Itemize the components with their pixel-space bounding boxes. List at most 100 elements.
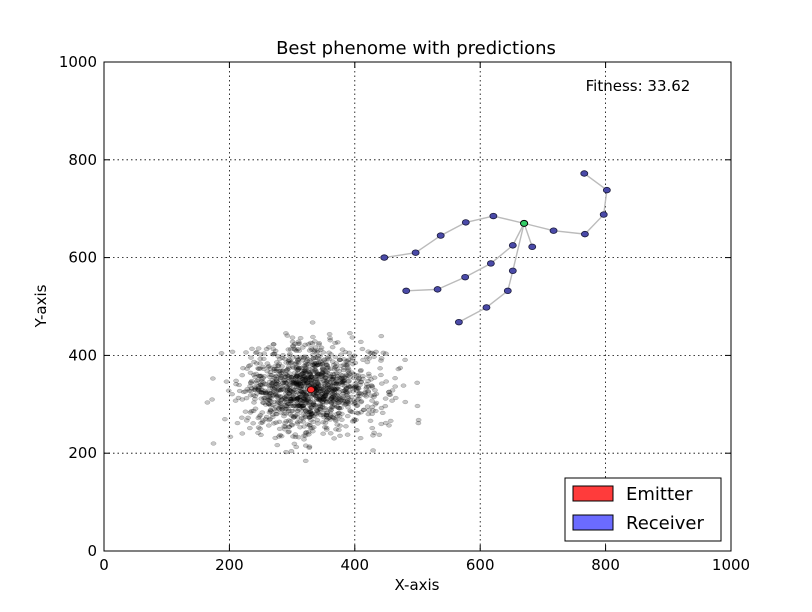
prediction-point [378,372,384,378]
prediction-point [284,387,291,393]
prediction-point [322,383,329,388]
prediction-point [352,381,359,386]
prediction-point [262,402,269,407]
prediction-point [322,369,329,374]
prediction-point [261,351,268,356]
prediction-point [309,411,316,416]
prediction-point [209,397,215,402]
prediction-point [292,361,299,366]
prediction-point [294,395,301,401]
prediction-point [284,401,291,407]
prediction-point [331,367,338,372]
prediction-point [308,405,315,411]
prediction-point [378,358,384,363]
receiver-link [493,215,525,225]
prediction-point [297,372,304,377]
prediction-point [362,390,368,395]
prediction-point [331,381,338,386]
x-tick-label: 600 [466,556,495,574]
prediction-point [345,365,351,370]
prediction-point [258,373,264,378]
receiver-link [465,215,494,224]
prediction-point [332,387,338,392]
prediction-point [306,377,312,382]
prediction-point [344,391,351,396]
prediction-point [348,383,354,389]
prediction-point [308,375,314,380]
prediction-point [290,403,296,409]
prediction-point [319,392,325,397]
prediction-point [336,357,343,363]
prediction-point [369,398,375,403]
prediction-point [304,378,311,383]
prediction-point [291,381,298,386]
prediction-point [281,379,288,384]
prediction-point [333,361,340,366]
prediction-point [256,373,263,378]
prediction-point [310,402,317,407]
prediction-point [290,374,297,379]
prediction-point [327,413,334,418]
prediction-point [281,427,288,432]
prediction-point [302,374,308,380]
prediction-point [344,432,351,437]
prediction-point [294,401,301,406]
prediction-point [247,384,253,389]
prediction-point [302,397,309,403]
prediction-point [312,393,318,399]
prediction-point [392,395,399,401]
prediction-point [290,378,297,383]
prediction-point [323,391,329,396]
prediction-point [284,386,291,392]
prediction-point [319,370,326,375]
legend-swatch-emitter [572,485,614,502]
prediction-point [288,374,295,380]
prediction-point [297,381,304,387]
prediction-point [271,399,277,404]
prediction-point [286,429,292,434]
prediction-point [266,397,273,402]
prediction-point [303,365,310,370]
prediction-point [297,389,304,394]
prediction-point [319,394,325,399]
prediction-point [305,398,311,403]
prediction-point [285,347,292,352]
prediction-point [288,422,295,427]
prediction-point [298,389,305,394]
prediction-point [292,432,299,437]
prediction-point [250,393,257,398]
receiver-point [599,211,608,218]
prediction-point [308,378,315,383]
prediction-point [345,373,351,378]
prediction-point [302,370,309,375]
prediction-point [320,420,326,425]
prediction-point [293,361,300,366]
prediction-point [268,390,275,395]
prediction-point [300,403,306,408]
prediction-point [286,378,292,384]
prediction-point [285,408,292,414]
prediction-point [335,393,342,399]
prediction-point [387,418,394,424]
receiver-point [380,254,389,261]
prediction-point [323,425,330,430]
chart-title: Best phenome with predictions [276,38,556,59]
prediction-point [313,369,319,375]
prediction-point [286,387,293,392]
prediction-point [288,397,295,402]
prediction-point [287,403,294,409]
receiver-point [581,230,589,238]
prediction-point [268,372,275,378]
prediction-point [371,394,377,400]
prediction-point [283,368,289,373]
prediction-point [295,366,302,371]
prediction-point [335,381,341,387]
prediction-point [296,374,303,379]
prediction-point [297,376,304,381]
prediction-point [310,356,317,361]
prediction-point [270,389,277,394]
prediction-point [311,402,318,408]
prediction-point [285,360,292,366]
prediction-point [296,395,302,400]
prediction-point [345,357,352,363]
